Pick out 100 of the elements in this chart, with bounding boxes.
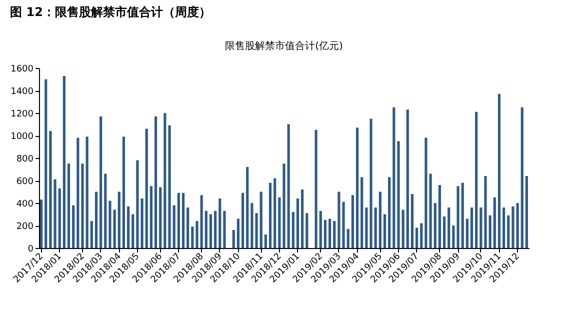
bar (150, 186, 152, 248)
bar (493, 197, 496, 248)
bar (512, 206, 514, 248)
bar (200, 195, 203, 248)
bar (94, 192, 98, 248)
bar (196, 221, 198, 248)
bar (470, 208, 474, 248)
bar (480, 208, 482, 248)
bar (410, 194, 414, 248)
bar (416, 228, 418, 248)
bar (356, 128, 359, 248)
bar (402, 210, 404, 248)
bar (209, 214, 212, 248)
bar (223, 210, 226, 248)
bar (448, 208, 450, 248)
y-tick-label: 0 (28, 244, 34, 254)
bar (274, 178, 276, 248)
bar (246, 167, 249, 248)
bar (475, 112, 478, 248)
bar (306, 213, 308, 248)
y-tick-label: 1400 (10, 87, 34, 97)
bar (406, 110, 409, 248)
bar (67, 164, 70, 248)
bar (264, 234, 267, 248)
bar (118, 192, 120, 248)
bar (301, 190, 304, 248)
bar (498, 94, 501, 248)
bar (204, 210, 208, 248)
bar (232, 230, 235, 248)
bar (388, 177, 391, 248)
bar (351, 195, 354, 248)
y-tick-label: 1200 (10, 110, 34, 120)
bar (132, 214, 134, 248)
bar (127, 206, 130, 248)
bar (241, 192, 244, 248)
bar (260, 192, 262, 248)
bar (319, 210, 322, 248)
bar (466, 218, 468, 248)
bar (438, 185, 441, 248)
bar (255, 213, 258, 248)
bar (168, 125, 171, 248)
bar (525, 176, 528, 248)
bar (488, 215, 492, 248)
bar (86, 136, 88, 248)
chart-title: 图 12：限售股解禁市值合计（周度） (10, 5, 211, 19)
bar (172, 205, 176, 248)
bar (314, 130, 318, 248)
bar (76, 138, 80, 248)
bar (145, 128, 148, 248)
bar (182, 192, 185, 248)
bar (250, 203, 254, 248)
bar (282, 164, 286, 248)
bar (452, 226, 455, 248)
bar (164, 113, 166, 248)
bar (58, 188, 61, 248)
bar (378, 192, 382, 248)
bar (392, 107, 396, 248)
y-tick-label: 1000 (10, 132, 34, 142)
bar (520, 107, 524, 248)
bar (108, 200, 112, 248)
bar (360, 177, 364, 248)
bar (49, 131, 52, 248)
bar (516, 203, 519, 248)
bar (292, 212, 294, 248)
bar (456, 186, 460, 248)
bar (461, 182, 464, 248)
bar (268, 182, 272, 248)
bar (442, 216, 446, 248)
y-tick-label: 1600 (10, 64, 34, 74)
bar (236, 218, 240, 248)
bar (154, 116, 158, 248)
bar (100, 116, 102, 248)
bar (113, 210, 116, 248)
bar (502, 208, 506, 248)
bar (214, 210, 217, 248)
bar (374, 208, 377, 248)
bar (296, 198, 300, 248)
bar (62, 76, 66, 248)
bar (434, 203, 436, 248)
bar (44, 79, 48, 248)
bar (81, 164, 84, 248)
y-tick-label: 200 (16, 222, 34, 232)
bar (365, 208, 368, 248)
bar (383, 214, 386, 248)
y-tick-label: 600 (16, 177, 34, 187)
bar (122, 136, 126, 248)
bar (90, 221, 93, 248)
bar (218, 198, 222, 248)
bar (191, 226, 194, 248)
bar (40, 200, 43, 248)
bar (177, 192, 180, 248)
bar (186, 208, 190, 248)
y-tick-label: 800 (16, 154, 34, 164)
bar (484, 176, 487, 248)
bar (420, 223, 423, 248)
bar (54, 179, 56, 248)
bar (333, 221, 336, 248)
bar (370, 118, 372, 248)
bar (507, 215, 510, 248)
y-tick-label: 400 (16, 200, 34, 210)
